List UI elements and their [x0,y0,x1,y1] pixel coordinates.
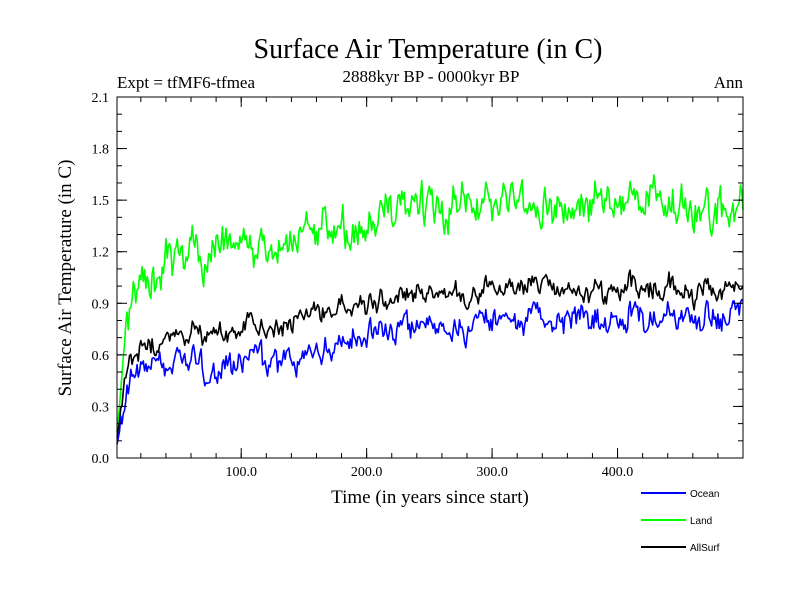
legend-label-land: Land [690,516,712,527]
season-label: Ann [714,73,744,92]
x-tick-label: 300.0 [476,465,508,480]
series-line-allsurf [116,269,744,438]
y-tick-label: 1.5 [92,194,110,209]
y-tick-label: 1.2 [92,246,110,261]
y-tick-label: 0.0 [92,452,110,467]
x-tick-label: 100.0 [225,465,257,480]
x-tick-label: 200.0 [351,465,383,480]
chart-title: Surface Air Temperature (in C) [254,34,603,65]
period-label: 2888kyr BP - 0000kyr BP [343,67,520,86]
y-tick-label: 0.6 [92,349,110,364]
y-tick-label: 2.1 [92,91,110,106]
legend: Ocean Land AllSurf [641,489,720,554]
experiment-label: Expt = tfMF6-tfmea [117,73,255,92]
x-tick-label: 400.0 [602,465,634,480]
series-line-ocean [116,298,744,445]
series-line-land [116,174,744,433]
plot-frame [116,96,744,459]
y-tick-label: 0.9 [92,297,110,312]
x-axis-title: Time (in years since start) [331,487,529,508]
legend-label-allsurf: AllSurf [690,543,720,554]
y-axis-title: Surface Air Temperature (in C) [55,160,76,397]
legend-label-ocean: Ocean [690,489,719,500]
y-tick-label: 1.8 [92,143,110,158]
ticks-layer: 0.0 0.3 0.6 0.9 1.2 1.5 1.8 2.1 100.0 200.0 300.0 4… [92,91,743,480]
y-tick-label: 0.3 [92,400,110,415]
series-layer [116,174,744,445]
